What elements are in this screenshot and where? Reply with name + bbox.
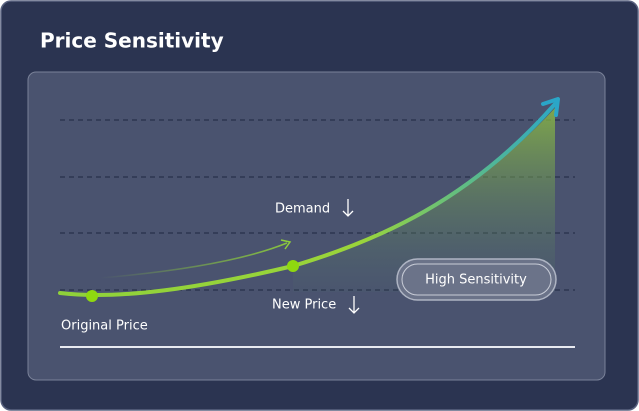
badge-inner bbox=[401, 263, 552, 296]
original-price-label: Original Price bbox=[61, 319, 148, 334]
demand-label: Demand bbox=[275, 202, 330, 217]
demand-arrow bbox=[342, 199, 354, 217]
guide-lines bbox=[60, 119, 575, 291]
badge-label: High Sensitivity bbox=[425, 273, 527, 288]
curve-arrowhead bbox=[541, 97, 560, 117]
ghost-curve bbox=[99, 242, 288, 279]
sensitivity-area bbox=[293, 108, 555, 292]
panel bbox=[27, 71, 606, 381]
new-price-label: New Price bbox=[272, 298, 336, 313]
original-point bbox=[86, 290, 98, 302]
ghost-arrowhead bbox=[280, 239, 292, 250]
badge bbox=[396, 258, 557, 301]
new-point bbox=[287, 260, 299, 272]
title: Price Sensitivity bbox=[40, 29, 224, 53]
new-price-arrow bbox=[348, 296, 360, 314]
